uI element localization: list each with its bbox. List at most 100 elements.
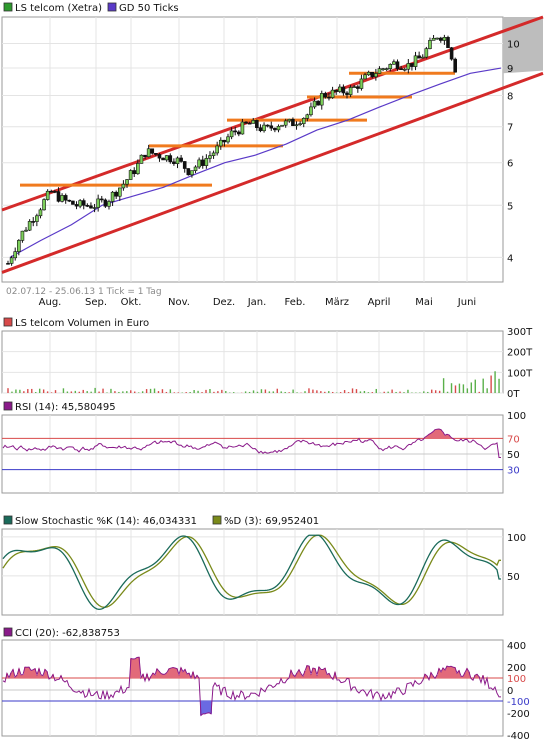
- volume-bar: [79, 392, 80, 393]
- volume-bar: [114, 391, 115, 393]
- volume-bar: [43, 389, 44, 393]
- volume-bar: [118, 392, 119, 393]
- cci-y-tick: -100: [507, 697, 530, 708]
- candle-body: [71, 201, 74, 204]
- candle-body: [439, 38, 442, 40]
- candle-body: [32, 221, 35, 222]
- candle-body: [392, 62, 395, 65]
- legend-swatch-cci: [4, 628, 12, 636]
- volume-bar: [11, 392, 12, 393]
- volume-bar: [245, 391, 246, 393]
- candle-body: [86, 205, 89, 206]
- vol-y-tick: 100T: [507, 368, 533, 379]
- candle-body: [356, 87, 359, 89]
- volume-bar: [122, 391, 123, 393]
- candle-body: [331, 90, 334, 97]
- candle-body: [353, 87, 356, 88]
- candle-body: [35, 216, 38, 222]
- volume-bar: [387, 392, 388, 393]
- candle-body: [248, 123, 251, 124]
- volume-bar: [451, 383, 452, 393]
- candle-body: [169, 156, 172, 162]
- volume-bar: [150, 389, 151, 393]
- cci-y-tick: -400: [507, 731, 530, 742]
- volume-bar: [217, 391, 218, 393]
- candle-body: [263, 125, 266, 131]
- chart-caption: 02.07.12 - 25.06.13 1 Tick = 1 Tag: [6, 287, 162, 297]
- volume-bar: [352, 388, 353, 393]
- candle-body: [172, 162, 175, 164]
- volume-bar: [249, 392, 250, 393]
- month-label: März: [325, 297, 349, 308]
- candle-body: [39, 210, 42, 216]
- volume-bar: [328, 391, 329, 393]
- candle-body: [313, 101, 316, 107]
- candle-body: [183, 161, 186, 168]
- legend-cci: CCI (20): -62,838753: [15, 628, 120, 639]
- price-y-tick: 5: [507, 201, 513, 212]
- cci-y-tick: 400: [507, 641, 526, 652]
- volume-bar: [98, 392, 99, 393]
- volume-bar: [75, 391, 76, 393]
- volume-bar: [197, 391, 198, 393]
- candle-body: [266, 125, 269, 126]
- candle-body: [176, 158, 179, 164]
- volume-bar: [479, 392, 480, 393]
- volume-bar: [435, 390, 436, 393]
- volume-bar: [376, 389, 377, 393]
- volume-bar: [83, 390, 84, 393]
- candle-body: [190, 171, 193, 175]
- volume-bar: [273, 391, 274, 393]
- candle-body: [277, 126, 280, 130]
- candle-body: [364, 75, 367, 79]
- volume-bar: [285, 392, 286, 393]
- rsi-y-tick: 50: [507, 450, 520, 461]
- candle-body: [147, 149, 150, 157]
- candle-body: [89, 206, 92, 208]
- volume-bar: [427, 392, 428, 393]
- volume-bar: [23, 391, 24, 393]
- candle-body: [165, 156, 168, 160]
- volume-frame: [2, 331, 503, 393]
- price-y-tick: 7: [507, 123, 513, 134]
- candle-body: [371, 72, 374, 77]
- candle-body: [367, 72, 370, 75]
- volume-bar: [431, 390, 432, 393]
- candle-body: [140, 155, 143, 163]
- volume-bar: [209, 389, 210, 393]
- candle-body: [158, 154, 161, 158]
- volume-bar: [490, 376, 491, 393]
- candle-body: [53, 191, 56, 192]
- candle-body: [234, 131, 237, 132]
- volume-bar: [265, 390, 266, 393]
- legend-stoch-d: %D (3): 69,952401: [224, 516, 319, 527]
- candle-body: [389, 64, 392, 68]
- month-label: Juni: [457, 297, 476, 308]
- candle-body: [194, 167, 197, 171]
- candle-body: [216, 146, 219, 153]
- candle-body: [50, 191, 53, 192]
- candle-body: [97, 199, 100, 208]
- candle-body: [454, 59, 457, 72]
- candle-body: [144, 155, 147, 157]
- candle-body: [129, 170, 132, 179]
- month-label: Mai: [415, 297, 433, 308]
- candle-body: [133, 170, 136, 173]
- candle-body: [107, 201, 110, 206]
- candle-body: [327, 97, 330, 98]
- candle-body: [57, 192, 60, 202]
- candle-body: [180, 158, 183, 161]
- volume-bar: [51, 392, 52, 393]
- candle-body: [219, 140, 222, 146]
- month-label: Jan.: [247, 297, 267, 308]
- candle-body: [122, 184, 125, 188]
- volume-bar: [166, 392, 167, 393]
- volume-bar: [443, 378, 444, 393]
- candle-body: [230, 131, 233, 137]
- volume-bar: [193, 390, 194, 393]
- candle-body: [288, 119, 291, 121]
- candle-body: [111, 192, 114, 201]
- month-label: Dez.: [213, 297, 235, 308]
- candle-body: [436, 38, 439, 39]
